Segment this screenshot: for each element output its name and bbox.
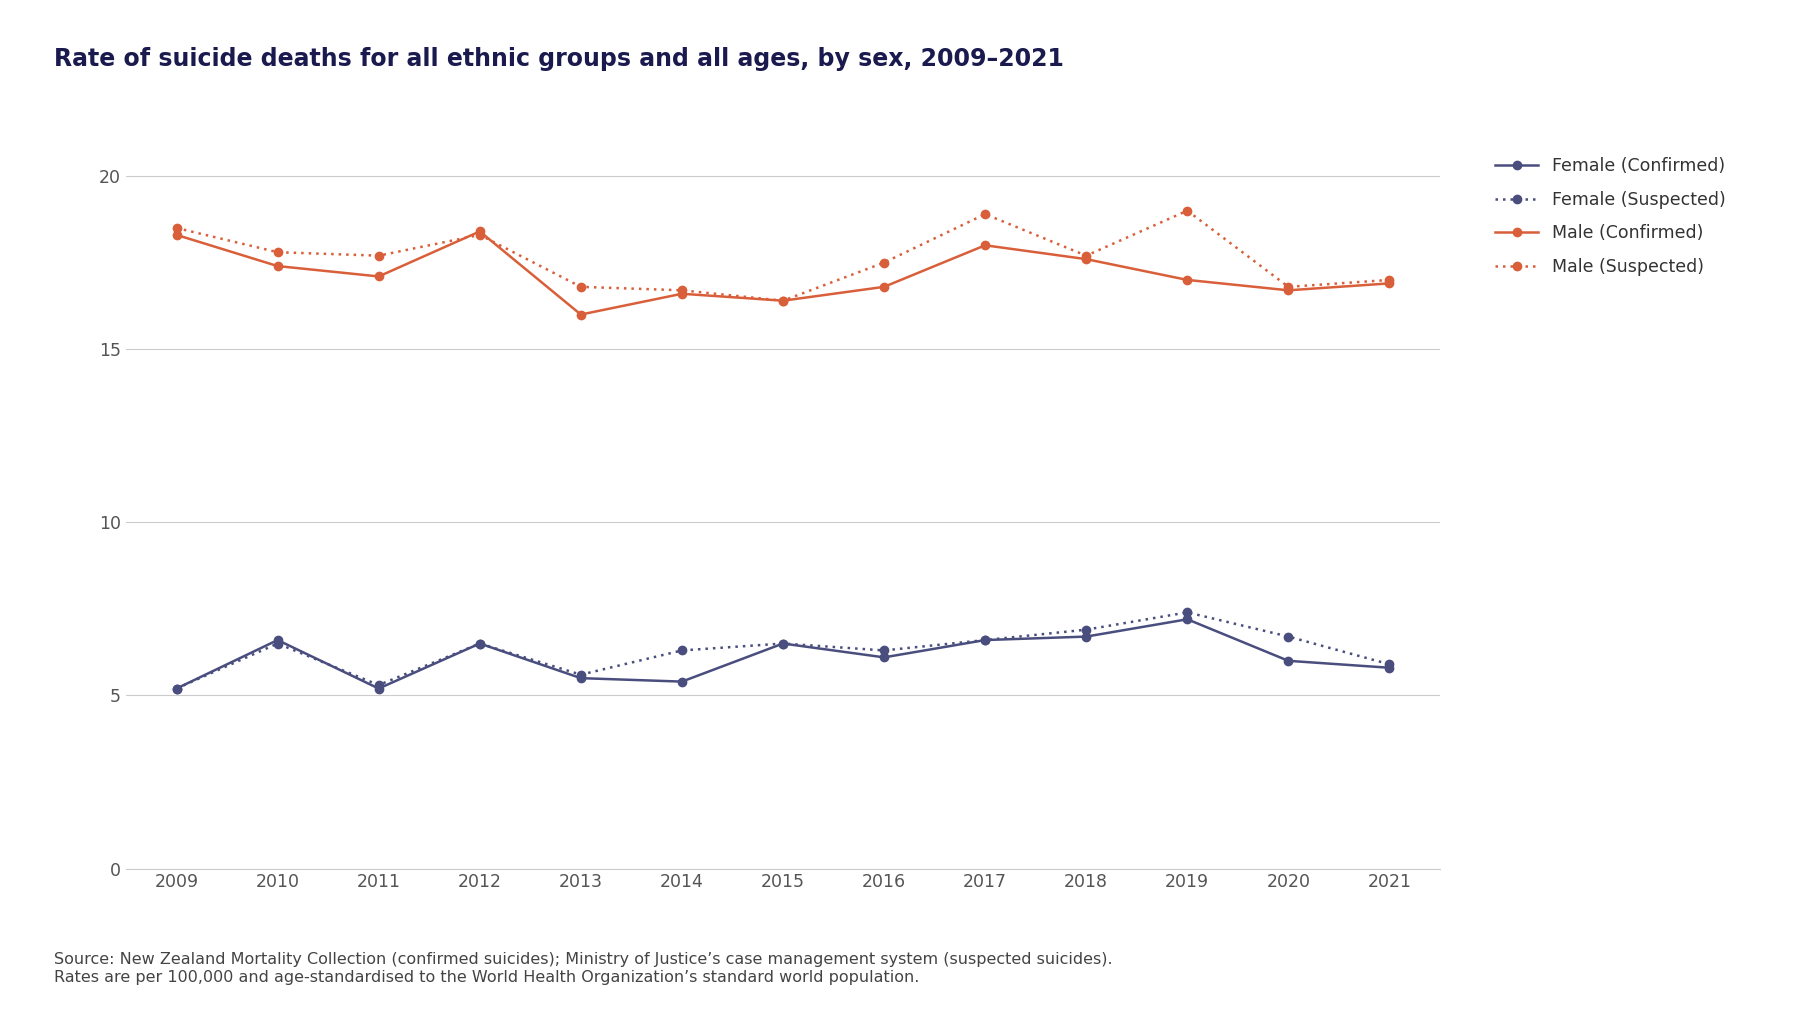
Male (Suspected) <box>266 246 288 259</box>
Female (Confirmed) <box>1379 662 1400 674</box>
Female (Confirmed) <box>873 651 895 664</box>
Line: Male (Suspected): Male (Suspected) <box>173 206 1393 305</box>
Male (Confirmed) <box>367 271 389 283</box>
Male (Confirmed) <box>1177 274 1199 286</box>
Female (Suspected) <box>166 683 187 695</box>
Female (Suspected) <box>1278 630 1300 642</box>
Male (Suspected) <box>571 281 592 293</box>
Female (Suspected) <box>367 679 389 691</box>
Female (Confirmed) <box>1278 654 1300 667</box>
Legend: Female (Confirmed), Female (Suspected), Male (Confirmed), Male (Suspected): Female (Confirmed), Female (Suspected), … <box>1489 150 1733 283</box>
Female (Confirmed) <box>470 637 491 649</box>
Female (Suspected) <box>1177 606 1199 618</box>
Female (Confirmed) <box>571 672 592 684</box>
Male (Confirmed) <box>671 288 693 300</box>
Male (Confirmed) <box>266 260 288 272</box>
Male (Suspected) <box>470 229 491 241</box>
Male (Suspected) <box>1379 274 1400 286</box>
Female (Confirmed) <box>266 634 288 646</box>
Male (Confirmed) <box>1278 284 1300 296</box>
Female (Confirmed) <box>166 683 187 695</box>
Male (Confirmed) <box>772 295 794 307</box>
Male (Suspected) <box>367 249 389 262</box>
Female (Suspected) <box>1075 623 1096 635</box>
Female (Suspected) <box>1379 659 1400 671</box>
Line: Female (Confirmed): Female (Confirmed) <box>173 615 1393 693</box>
Female (Suspected) <box>571 669 592 681</box>
Female (Suspected) <box>266 637 288 649</box>
Male (Suspected) <box>166 222 187 234</box>
Female (Confirmed) <box>974 634 995 646</box>
Male (Suspected) <box>974 208 995 220</box>
Male (Suspected) <box>873 257 895 269</box>
Line: Female (Suspected): Female (Suspected) <box>173 608 1393 693</box>
Male (Confirmed) <box>571 308 592 320</box>
Female (Confirmed) <box>1075 630 1096 642</box>
Male (Confirmed) <box>1379 278 1400 290</box>
Female (Confirmed) <box>367 683 389 695</box>
Female (Confirmed) <box>772 637 794 649</box>
Female (Confirmed) <box>1177 613 1199 625</box>
Male (Confirmed) <box>166 229 187 241</box>
Male (Confirmed) <box>1075 254 1096 266</box>
Text: Source: New Zealand Mortality Collection (confirmed suicides); Ministry of Justi: Source: New Zealand Mortality Collection… <box>54 952 1112 985</box>
Male (Suspected) <box>1278 281 1300 293</box>
Female (Suspected) <box>671 644 693 656</box>
Female (Suspected) <box>873 644 895 656</box>
Female (Suspected) <box>974 634 995 646</box>
Female (Suspected) <box>470 637 491 649</box>
Male (Suspected) <box>671 284 693 296</box>
Male (Confirmed) <box>974 239 995 251</box>
Male (Suspected) <box>1177 205 1199 217</box>
Text: Rate of suicide deaths for all ethnic groups and all ages, by sex, 2009–2021: Rate of suicide deaths for all ethnic gr… <box>54 46 1064 71</box>
Male (Confirmed) <box>873 281 895 293</box>
Male (Confirmed) <box>470 225 491 237</box>
Female (Suspected) <box>772 637 794 649</box>
Female (Confirmed) <box>671 676 693 688</box>
Male (Suspected) <box>772 295 794 307</box>
Line: Male (Confirmed): Male (Confirmed) <box>173 227 1393 319</box>
Male (Suspected) <box>1075 249 1096 262</box>
